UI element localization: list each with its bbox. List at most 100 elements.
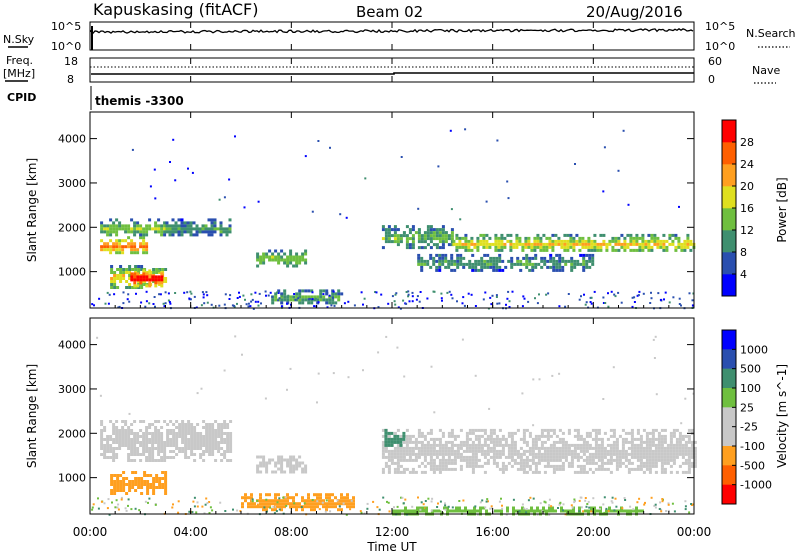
heatmap-cell bbox=[614, 509, 617, 513]
heatmap-cell bbox=[645, 434, 649, 438]
heatmap-cell bbox=[629, 248, 633, 252]
heatmap-speck bbox=[396, 346, 399, 349]
heatmap-cell bbox=[456, 259, 460, 263]
heatmap-cell bbox=[387, 452, 391, 456]
heatmap-cell bbox=[390, 431, 394, 435]
heatmap-cell bbox=[116, 486, 120, 489]
heatmap-cell bbox=[432, 256, 436, 260]
heatmap-cell bbox=[316, 295, 320, 299]
heatmap-cell bbox=[498, 455, 502, 459]
heatmap-cell bbox=[453, 458, 457, 462]
heatmap-speck bbox=[113, 293, 116, 296]
heatmap-cell bbox=[295, 298, 299, 302]
heatmap-cell bbox=[145, 272, 149, 276]
heatmap-cell bbox=[298, 255, 302, 259]
heatmap-speck bbox=[518, 510, 521, 513]
heatmap-cell bbox=[160, 438, 164, 441]
heatmap-speck bbox=[432, 290, 435, 293]
heatmap-cell bbox=[115, 435, 119, 438]
heatmap-cell bbox=[112, 248, 116, 252]
heatmap-cell bbox=[280, 470, 284, 474]
heatmap-cell bbox=[171, 224, 175, 228]
heatmap-cell bbox=[555, 259, 559, 263]
heatmap-cell bbox=[214, 429, 218, 432]
heatmap-cell bbox=[411, 446, 415, 450]
heatmap-cell bbox=[515, 236, 519, 240]
heatmap-cell bbox=[295, 264, 299, 268]
heatmap-speck bbox=[446, 291, 449, 294]
heatmap-speck bbox=[285, 504, 288, 507]
heatmap-cell bbox=[115, 224, 119, 228]
heatmap-cell bbox=[280, 505, 283, 509]
heatmap-cell bbox=[166, 432, 170, 435]
heatmap-cell bbox=[244, 499, 247, 503]
heatmap-speck bbox=[172, 503, 174, 506]
heatmap-speck bbox=[659, 501, 662, 504]
heatmap-cell bbox=[578, 239, 582, 243]
heatmap-cell bbox=[213, 224, 217, 228]
heatmap-speck bbox=[487, 500, 489, 503]
heatmap-cell bbox=[161, 483, 165, 486]
heatmap-cell bbox=[641, 233, 645, 237]
heatmap-cell bbox=[142, 242, 146, 246]
heatmap-speck bbox=[311, 210, 314, 213]
heatmap-cell bbox=[301, 289, 305, 293]
heatmap-cell bbox=[100, 423, 104, 426]
heatmap-cell bbox=[662, 248, 666, 252]
heatmap-cell bbox=[693, 461, 697, 465]
heatmap-cell bbox=[213, 221, 217, 225]
heatmap-cell bbox=[163, 459, 167, 462]
heatmap-cell bbox=[551, 239, 555, 243]
velocity-panel-frame bbox=[89, 317, 695, 515]
heatmap-cell bbox=[483, 440, 487, 444]
heatmap-cell bbox=[618, 449, 622, 453]
heatmap-cell bbox=[687, 440, 691, 444]
heatmap-cell bbox=[509, 248, 513, 252]
heatmap-cell bbox=[109, 447, 113, 450]
heatmap-cell bbox=[295, 258, 299, 262]
heatmap-cell bbox=[660, 452, 664, 456]
heatmap-cell bbox=[195, 227, 199, 231]
heatmap-cell bbox=[259, 455, 263, 459]
heatmap-cell bbox=[429, 449, 433, 453]
heatmap-speck bbox=[223, 369, 226, 372]
heatmap-cell bbox=[591, 470, 595, 474]
colorbar-segment bbox=[722, 330, 736, 350]
heatmap-cell bbox=[546, 455, 550, 459]
heatmap-cell bbox=[112, 242, 116, 246]
heatmap-cell bbox=[118, 224, 122, 228]
heatmap-cell bbox=[450, 253, 454, 257]
heatmap-cell bbox=[492, 458, 496, 462]
freq-label-line1: Freq. bbox=[6, 54, 33, 67]
heatmap-cell bbox=[471, 470, 475, 474]
heatmap-cell bbox=[650, 245, 654, 249]
heatmap-cell bbox=[639, 467, 643, 471]
heatmap-cell bbox=[145, 248, 149, 252]
heatmap-cell bbox=[452, 509, 455, 513]
heatmap-cell bbox=[133, 278, 137, 282]
heatmap-cell bbox=[671, 233, 675, 237]
heatmap-cell bbox=[166, 438, 170, 441]
heatmap-cell bbox=[600, 467, 604, 471]
heatmap-cell bbox=[545, 248, 549, 252]
heatmap-cell bbox=[524, 239, 528, 243]
heatmap-cell bbox=[548, 239, 552, 243]
heatmap-cell bbox=[588, 461, 592, 465]
heatmap-speck bbox=[550, 505, 553, 508]
heatmap-cell bbox=[396, 428, 400, 432]
heatmap-speck bbox=[317, 140, 320, 142]
heatmap-cell bbox=[271, 502, 274, 506]
heatmap-cell bbox=[223, 441, 227, 444]
heatmap-cell bbox=[593, 248, 597, 252]
heatmap-cell bbox=[181, 441, 185, 444]
heatmap-speck bbox=[602, 503, 605, 506]
heatmap-cell bbox=[552, 265, 556, 269]
heatmap-cell bbox=[672, 434, 676, 438]
heatmap-cell bbox=[229, 447, 233, 450]
heatmap-cell bbox=[259, 261, 263, 265]
heatmap-cell bbox=[289, 298, 293, 302]
heatmap-cell bbox=[396, 452, 400, 456]
heatmap-cell bbox=[186, 224, 190, 228]
heatmap-cell bbox=[256, 505, 259, 509]
